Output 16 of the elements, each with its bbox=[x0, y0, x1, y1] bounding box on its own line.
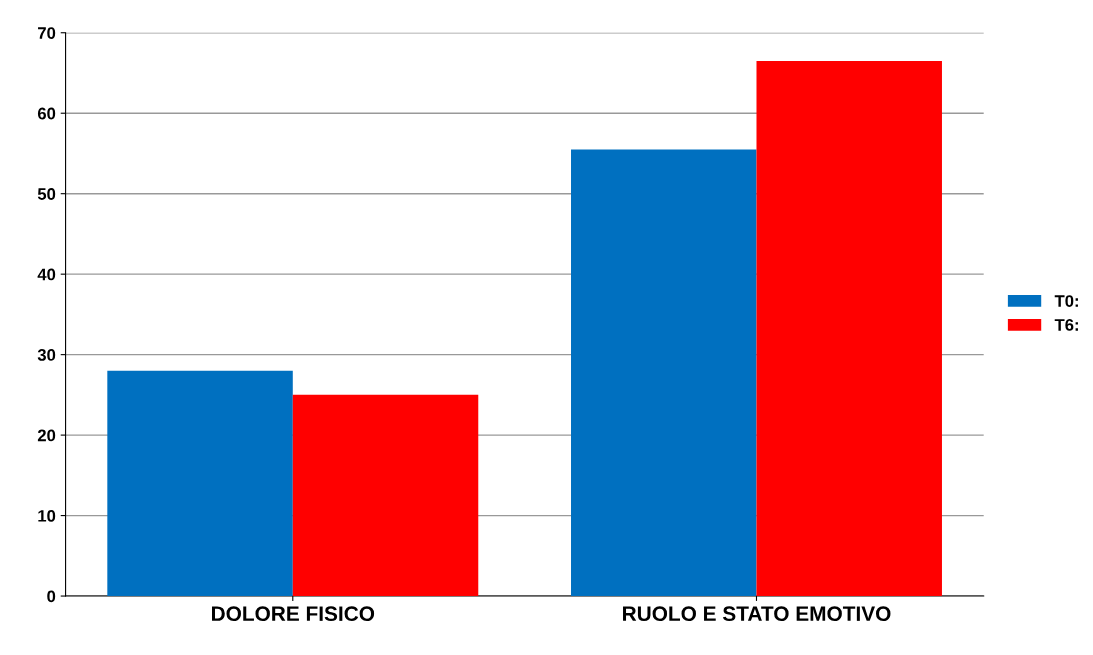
y-tick-label: 10 bbox=[38, 509, 56, 522]
y-tick-label: 0 bbox=[47, 590, 56, 603]
bar bbox=[571, 149, 757, 597]
legend-label: T6: bbox=[1054, 319, 1078, 331]
bar bbox=[756, 60, 942, 597]
y-tick-label: 40 bbox=[37, 268, 56, 281]
y-tick-label: 30 bbox=[37, 349, 56, 361]
x-tick-label: RUOLO E STATO EMOTIVO bbox=[623, 606, 891, 622]
y-tick-label: 50 bbox=[37, 188, 56, 200]
bar bbox=[292, 394, 479, 597]
x-tick-label: DOLORE FISICO bbox=[212, 606, 375, 622]
bar bbox=[107, 370, 293, 597]
y-tick-label: 70 bbox=[38, 27, 56, 39]
legend-label: T0: bbox=[1054, 295, 1078, 307]
y-tick-label: 20 bbox=[37, 429, 56, 442]
y-tick-label: 60 bbox=[37, 107, 56, 120]
